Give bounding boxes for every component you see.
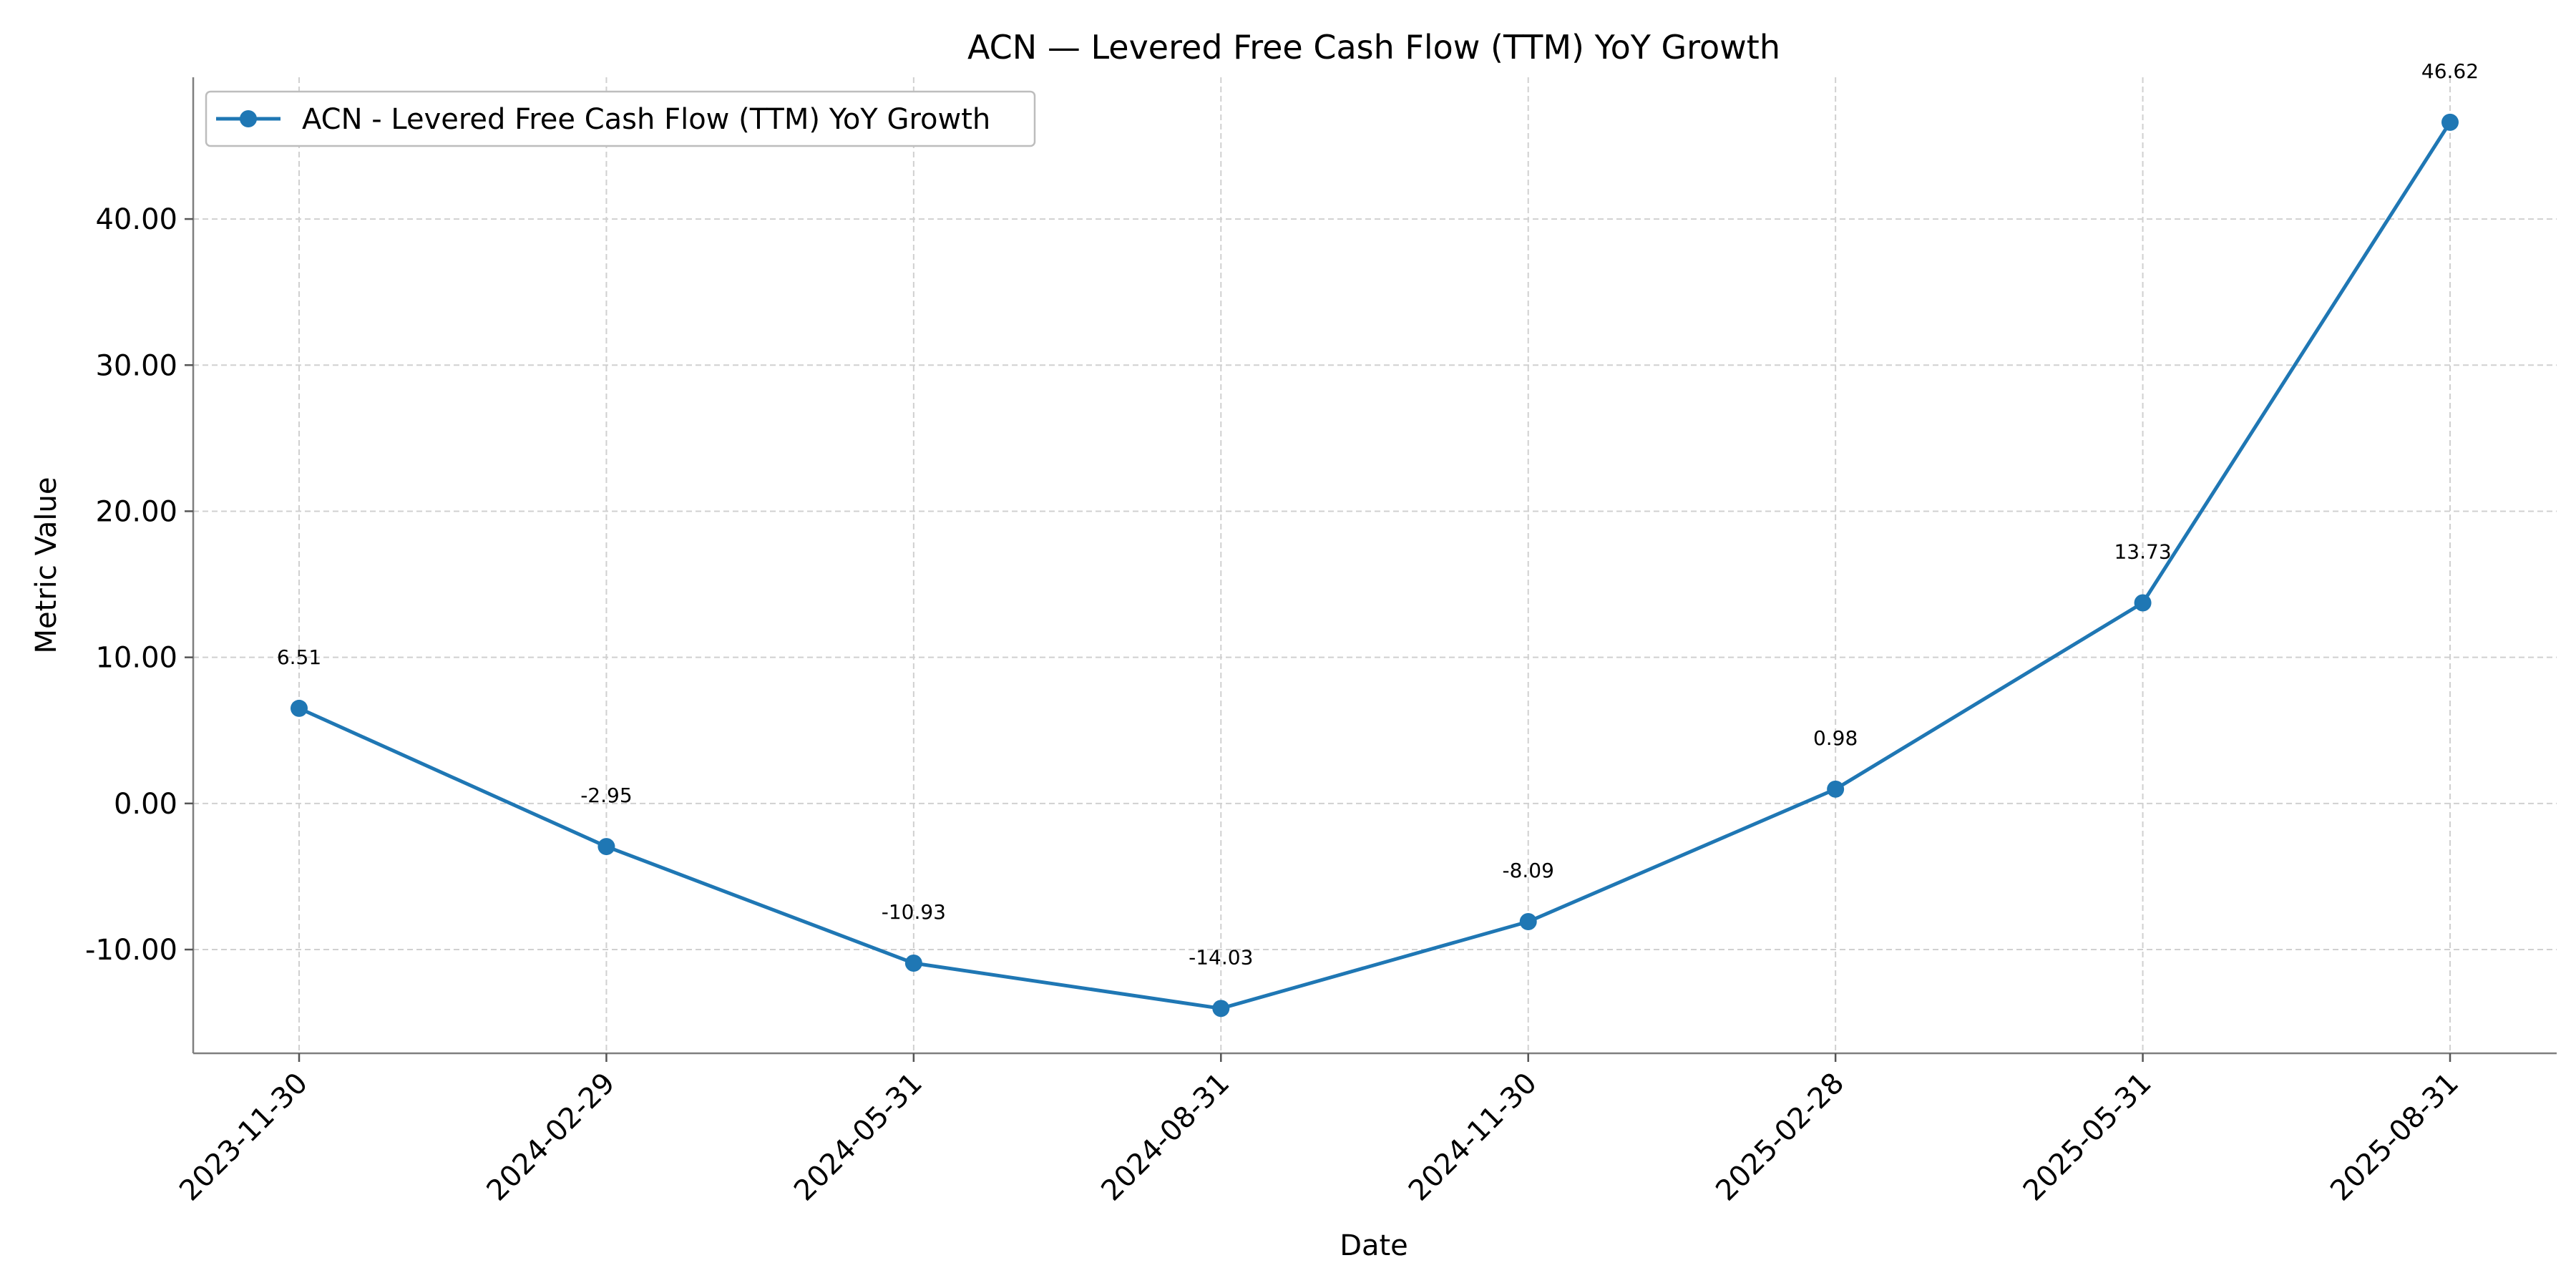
data-label: -10.93 [882,900,946,924]
legend-box [205,90,1036,147]
chart-title: ACN — Levered Free Cash Flow (TTM) YoY G… [967,28,1780,67]
x-tick-label: 2025-08-31 [2324,1067,2465,1208]
x-tick-label: 2024-11-30 [1402,1067,1543,1208]
data-label: -14.03 [1189,945,1253,969]
x-tick-label: 2024-05-31 [788,1067,929,1208]
data-point [1212,1000,1230,1018]
y-ticks: -10.00 0.00 10.00 20.00 30.00 40.00 [85,203,193,967]
data-point [904,955,922,972]
legend-point-marker [240,110,257,127]
series-line [298,121,2452,1010]
data-point [2134,594,2152,612]
axes [192,77,2557,1055]
data-point [1827,780,1845,798]
data-point [1519,913,1537,931]
data-point [291,699,308,717]
legend: ACN - Levered Free Cash Flow (TTM) YoY G… [205,90,1036,147]
y-tick-label: 40.00 [95,203,177,236]
x-tick-label: 2024-02-29 [481,1067,622,1208]
x-tick-label: 2025-02-28 [1709,1067,1850,1208]
legend-entry: ACN - Levered Free Cash Flow (TTM) YoY G… [302,103,990,136]
data-label: 13.73 [2114,540,2171,563]
y-tick-label: 10.00 [95,642,177,675]
data-label: 46.62 [2421,59,2479,83]
x-axis-label: Date [1340,1229,1408,1262]
grid [193,77,2557,1053]
series: 6.51 -2.95 -10.93 -14.03 -8.09 0.98 13.73 46.62 [277,59,2479,1018]
data-point [597,838,615,856]
y-axis-label: Metric Value [30,477,63,654]
x-tick-label: 2024-08-31 [1095,1067,1236,1208]
y-tick-label: 0.00 [114,788,177,821]
y-tick-label: 20.00 [95,495,177,528]
data-label: -8.09 [1502,859,1553,882]
y-tick-label: -10.00 [85,934,177,967]
x-tick-label: 2023-11-30 [173,1067,314,1208]
data-point [2441,113,2459,131]
data-label: 6.51 [277,645,321,669]
data-label: 0.98 [1813,726,1858,750]
y-tick-label: 30.00 [95,349,177,382]
x-tick-label: 2025-05-31 [2017,1067,2158,1208]
x-ticks: 2023-11-30 2024-02-29 2024-05-31 2024-08-31… [173,1053,2465,1207]
data-label: -2.95 [580,784,632,807]
